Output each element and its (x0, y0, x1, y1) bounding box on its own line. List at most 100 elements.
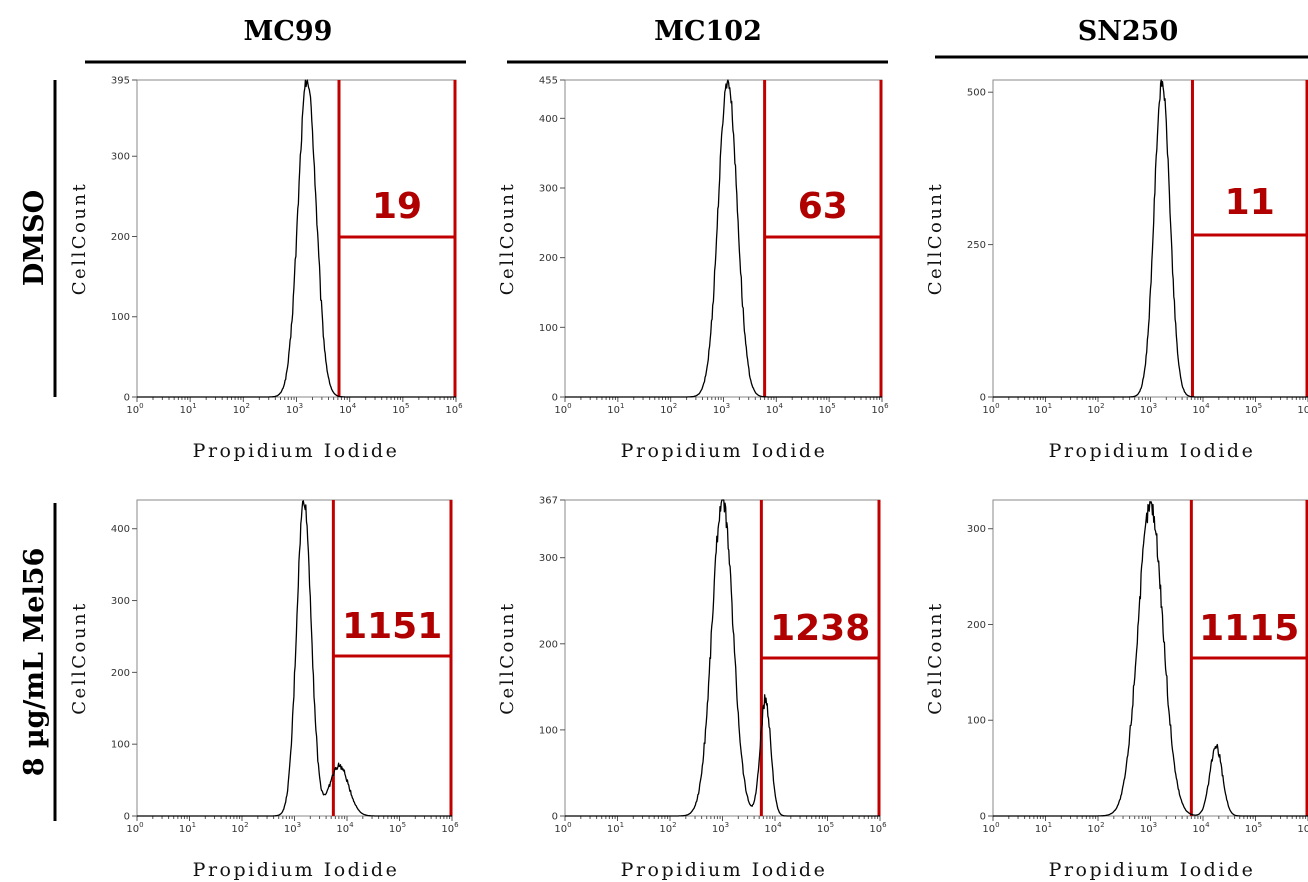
x-axis-label: Propidium Iodide (193, 440, 400, 462)
x-tick-label: 106 (445, 402, 463, 416)
x-tick-label: 102 (659, 821, 676, 835)
y-tick-label: 300 (539, 553, 558, 564)
gate-event-count: 1115 (1199, 608, 1299, 649)
x-tick-label: 102 (660, 402, 677, 416)
gate-event-count: 63 (798, 186, 848, 227)
y-tick-label: 0 (980, 393, 986, 404)
x-tick-label: 101 (180, 402, 197, 416)
y-axis-label: CellCount (497, 601, 518, 714)
y-tick-label: 367 (539, 496, 558, 507)
x-tick-label: 100 (982, 821, 999, 835)
x-tick-label: 103 (286, 402, 303, 416)
x-axis-label: Propidium Iodide (621, 859, 828, 881)
x-tick-label: 102 (233, 402, 250, 416)
x-tick-label: 101 (179, 821, 196, 835)
x-tick-label: 105 (392, 402, 409, 416)
y-tick-label: 400 (111, 524, 130, 535)
x-tick-label: 104 (339, 402, 357, 416)
x-tick-label: 104 (766, 402, 784, 416)
gate-event-count: 1151 (342, 606, 442, 647)
column-title-sn250: SN250 (1078, 16, 1179, 47)
histogram-curve (992, 500, 1308, 817)
x-tick-label: 106 (871, 402, 889, 416)
y-axis-label: CellCount (69, 182, 90, 295)
x-tick-label: 104 (1192, 821, 1210, 835)
x-tick-label: 105 (389, 821, 406, 835)
x-axis-label: Propidium Iodide (1049, 859, 1256, 881)
histogram-curve (136, 79, 457, 398)
y-tick-label: 100 (111, 740, 130, 751)
x-tick-label: 100 (554, 402, 571, 416)
y-tick-label: 100 (967, 716, 986, 727)
x-tick-label: 106 (441, 821, 459, 835)
x-tick-label: 100 (126, 402, 143, 416)
y-tick-label: 100 (111, 312, 130, 323)
x-tick-label: 105 (1245, 402, 1262, 416)
histogram-panel: 0 250 500 100 101 102 103 104 105 106 CellCount Pro… (925, 79, 1308, 462)
x-tick-label: 100 (126, 821, 143, 835)
y-tick-label: 0 (980, 812, 986, 823)
y-tick-label: 100 (539, 725, 558, 736)
y-tick-label: 0 (124, 393, 130, 404)
histogram-curve (136, 500, 453, 817)
x-tick-label: 106 (1297, 402, 1308, 416)
histogram-curve (564, 499, 881, 817)
x-axis-label: Propidium Iodide (1049, 440, 1256, 462)
y-tick-label: 300 (539, 183, 558, 194)
y-tick-label: 200 (111, 668, 130, 679)
x-tick-label: 106 (869, 821, 887, 835)
y-tick-label: 200 (111, 232, 130, 243)
gate-event-count: 19 (372, 186, 422, 227)
x-tick-label: 101 (1035, 821, 1052, 835)
row-title-mel56: 8 µg/mL Mel56 (19, 548, 50, 777)
histogram-curve (992, 79, 1308, 398)
x-tick-label: 100 (982, 402, 999, 416)
x-tick-label: 104 (336, 821, 354, 835)
x-tick-label: 100 (554, 821, 571, 835)
y-tick-label: 400 (539, 114, 558, 125)
x-tick-label: 105 (817, 821, 834, 835)
row-title-dmso: DMSO (19, 190, 50, 286)
y-tick-label: 200 (539, 253, 558, 264)
column-title-mc99: MC99 (244, 16, 333, 47)
x-tick-label: 101 (1035, 402, 1052, 416)
x-tick-label: 105 (819, 402, 836, 416)
x-tick-label: 103 (284, 821, 301, 835)
y-axis-label: CellCount (925, 182, 946, 295)
y-tick-label: 0 (552, 393, 558, 404)
x-tick-label: 103 (1140, 821, 1157, 835)
x-axis-label: Propidium Iodide (193, 859, 400, 881)
x-tick-label: 105 (1245, 821, 1262, 835)
y-tick-label: 300 (111, 596, 130, 607)
x-tick-label: 101 (607, 821, 624, 835)
column-title-mc102: MC102 (654, 16, 762, 47)
gate-event-count: 11 (1225, 182, 1275, 223)
y-tick-label: 0 (124, 812, 130, 823)
x-tick-label: 101 (607, 402, 624, 416)
x-tick-label: 104 (1192, 402, 1210, 416)
y-tick-label: 100 (539, 323, 558, 334)
y-tick-label: 455 (539, 76, 558, 87)
x-tick-label: 103 (713, 402, 730, 416)
x-tick-label: 102 (1087, 402, 1104, 416)
y-tick-label: 0 (552, 812, 558, 823)
y-tick-label: 395 (111, 76, 130, 87)
x-axis-label: Propidium Iodide (621, 440, 828, 462)
y-axis-label: CellCount (497, 182, 518, 295)
x-tick-label: 102 (231, 821, 248, 835)
x-tick-label: 106 (1297, 821, 1308, 835)
x-tick-label: 102 (1087, 821, 1104, 835)
x-tick-label: 104 (764, 821, 782, 835)
y-tick-label: 200 (539, 639, 558, 650)
y-tick-label: 250 (967, 240, 986, 251)
histogram-panel: 0100200300100101102103104105106CellCount… (925, 499, 1308, 881)
x-tick-label: 103 (712, 821, 729, 835)
y-tick-label: 500 (967, 88, 986, 99)
histogram-curve (564, 79, 883, 398)
